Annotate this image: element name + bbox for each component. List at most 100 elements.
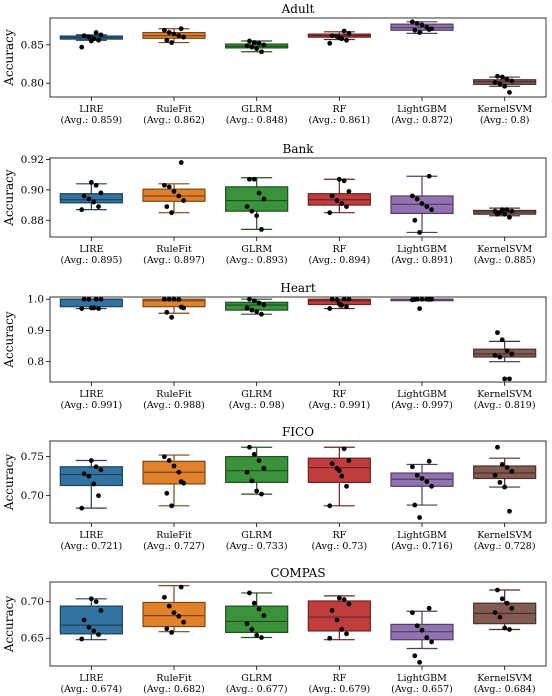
data-point xyxy=(417,306,422,311)
box-rulefit xyxy=(142,160,206,216)
data-point xyxy=(509,78,515,84)
data-point xyxy=(341,28,347,34)
data-point xyxy=(88,38,94,44)
data-point xyxy=(247,38,252,44)
box-rf xyxy=(307,176,371,216)
data-point xyxy=(336,35,342,41)
box-iqr xyxy=(225,456,289,483)
data-point xyxy=(261,465,267,471)
y-tick-label: 0.70 xyxy=(21,596,44,608)
data-point xyxy=(86,34,92,40)
data-point xyxy=(166,30,172,35)
axes-frame xyxy=(49,296,547,383)
box-kernelsvm xyxy=(473,444,537,514)
data-point xyxy=(247,590,252,596)
data-point xyxy=(244,305,250,311)
category-label: LightGBM xyxy=(397,389,447,400)
data-point xyxy=(499,207,505,213)
data-point xyxy=(93,30,99,35)
data-point xyxy=(504,465,510,470)
data-point xyxy=(176,193,182,199)
data-point xyxy=(492,353,498,358)
data-point xyxy=(346,458,352,463)
data-point xyxy=(79,306,85,311)
data-point xyxy=(171,610,177,616)
data-point xyxy=(414,196,420,202)
data-point xyxy=(334,617,340,623)
data-point xyxy=(495,444,500,450)
data-point xyxy=(81,471,87,477)
category-label: KernelSVM xyxy=(477,244,532,255)
data-point xyxy=(79,505,85,511)
data-point xyxy=(98,296,104,302)
box-lire xyxy=(59,179,123,213)
data-point xyxy=(162,296,167,302)
category-average: (Avg.: 0.733) xyxy=(226,541,288,552)
data-point xyxy=(497,354,503,360)
data-point xyxy=(98,467,104,473)
box-iqr xyxy=(59,605,123,635)
category-average: (Avg.: 0.679) xyxy=(308,684,370,695)
box-iqr xyxy=(473,465,537,480)
axes-frame xyxy=(49,17,547,98)
data-point xyxy=(164,490,170,496)
data-point xyxy=(504,207,510,213)
data-point xyxy=(410,19,415,25)
data-point xyxy=(251,600,257,606)
data-point xyxy=(504,600,510,606)
box-rulefit xyxy=(142,26,206,45)
data-point xyxy=(181,34,187,40)
data-point xyxy=(417,515,422,520)
category-average: (Avg.: 0.988) xyxy=(143,400,205,411)
box-lightgbm xyxy=(390,458,454,520)
data-point xyxy=(91,199,97,205)
category-label: LightGBM xyxy=(397,104,447,115)
panel-bank: Bank Accuracy 0.88 0.90 0.92 LIRE(Avg.: 0.895… xyxy=(2,142,547,266)
data-point xyxy=(171,463,177,469)
data-point xyxy=(429,207,434,213)
data-point xyxy=(166,296,172,302)
panel-title: COMPAS xyxy=(270,566,325,580)
data-point xyxy=(344,631,349,637)
category-label: GLRM xyxy=(241,244,272,255)
data-point xyxy=(244,204,250,210)
data-point xyxy=(251,451,257,457)
category-label: LightGBM xyxy=(397,673,447,684)
data-point xyxy=(244,621,250,627)
y-axis-label: Accuracy xyxy=(2,454,16,511)
data-point xyxy=(336,176,342,182)
data-point xyxy=(410,193,415,199)
category-average: (Avg.: 0.8) xyxy=(480,115,530,126)
data-point xyxy=(339,201,345,206)
data-point xyxy=(412,217,418,223)
data-point xyxy=(339,473,345,479)
data-point xyxy=(507,89,512,95)
axes-frame xyxy=(49,157,547,238)
category-label: RF xyxy=(332,673,346,684)
data-point xyxy=(169,503,175,509)
data-point xyxy=(259,491,264,497)
data-point xyxy=(249,307,255,313)
data-point xyxy=(509,208,515,214)
category-average: (Avg.: 0.991) xyxy=(308,400,370,411)
data-point xyxy=(327,210,333,216)
category-label: RF xyxy=(332,244,346,255)
data-point xyxy=(492,610,498,616)
category-average: (Avg.: 0.997) xyxy=(391,400,453,411)
data-point xyxy=(251,298,257,304)
data-point xyxy=(419,22,425,28)
category-average: (Avg.: 0.716) xyxy=(391,541,453,552)
data-point xyxy=(93,296,99,302)
category-label: LIRE xyxy=(79,530,103,541)
data-point xyxy=(176,469,182,475)
data-point xyxy=(247,176,252,182)
data-point xyxy=(96,37,101,43)
data-point xyxy=(86,473,92,479)
data-point xyxy=(414,623,420,629)
data-point xyxy=(499,337,505,343)
box-iqr xyxy=(225,605,289,634)
data-point xyxy=(341,446,347,452)
category-label: RuleFit xyxy=(156,673,192,684)
category-average: (Avg.: 0.73) xyxy=(311,541,367,552)
